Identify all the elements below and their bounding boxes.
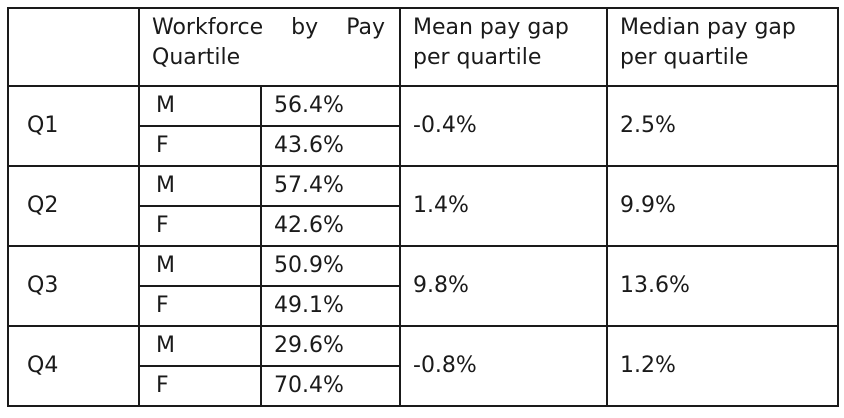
female-percentage: 42.6% <box>260 205 401 247</box>
mean-gap-header-line2: per quartile <box>413 45 542 70</box>
workforce-header-word: by <box>291 15 319 40</box>
median-gap-value: 1.2% <box>606 325 839 407</box>
table-row: Q4 M 29.6% -0.8% 1.2% <box>7 325 839 407</box>
median-gap-header: Median pay gap per quartile <box>606 7 839 87</box>
median-gap-value: 9.9% <box>606 165 839 247</box>
quartile-label: Q3 <box>7 245 140 327</box>
workforce-header: Workforce by Pay Quartile <box>138 7 401 87</box>
table-row: Q2 M 57.4% 1.4% 9.9% <box>7 165 839 247</box>
sex-label-male: M <box>138 85 262 127</box>
quartile-label: Q1 <box>7 85 140 167</box>
pay-gap-table: Workforce by Pay Quartile Mean pay gap p… <box>7 7 839 407</box>
median-gap-header-line2: per quartile <box>620 45 749 70</box>
median-gap-value: 2.5% <box>606 85 839 167</box>
male-percentage: 56.4% <box>260 85 401 127</box>
table-row: F 42.6% <box>8 205 838 247</box>
mean-gap-value: 1.4% <box>399 165 608 247</box>
sex-label-female: F <box>138 205 262 247</box>
workforce-header-word: Workforce <box>152 15 264 40</box>
workforce-header-line1: Workforce by Pay <box>152 13 398 43</box>
quartile-label: Q2 <box>7 165 140 247</box>
mean-gap-value: -0.4% <box>399 85 608 167</box>
mean-gap-header: Mean pay gap per quartile <box>399 7 608 87</box>
median-gap-value: 13.6% <box>606 245 839 327</box>
male-percentage: 29.6% <box>260 325 401 367</box>
table-row: F 49.1% <box>8 285 838 327</box>
sex-label-female: F <box>138 365 262 407</box>
female-percentage: 43.6% <box>260 125 401 167</box>
median-gap-header-line1: Median pay gap <box>620 15 796 40</box>
corner-cell <box>7 7 140 87</box>
workforce-header-line2: Quartile <box>152 45 241 70</box>
sex-label-male: M <box>138 325 262 367</box>
male-percentage: 57.4% <box>260 165 401 207</box>
sex-label-female: F <box>138 125 262 167</box>
workforce-header-word: Pay <box>346 15 385 40</box>
mean-gap-header-line1: Mean pay gap <box>413 15 569 40</box>
female-percentage: 70.4% <box>260 365 401 407</box>
mean-gap-value: 9.8% <box>399 245 608 327</box>
quartile-label: Q4 <box>7 325 140 407</box>
table-row: Q1 M 56.4% -0.4% 2.5% <box>7 85 839 167</box>
sex-label-female: F <box>138 285 262 327</box>
table-row: Q3 M 50.9% 9.8% 13.6% <box>7 245 839 327</box>
female-percentage: 49.1% <box>260 285 401 327</box>
male-percentage: 50.9% <box>260 245 401 287</box>
table-row: F 43.6% <box>8 125 838 167</box>
table-row: F 70.4% <box>8 365 838 407</box>
sex-label-male: M <box>138 165 262 207</box>
header-row: Workforce by Pay Quartile Mean pay gap p… <box>7 7 839 87</box>
mean-gap-value: -0.8% <box>399 325 608 407</box>
sex-label-male: M <box>138 245 262 287</box>
